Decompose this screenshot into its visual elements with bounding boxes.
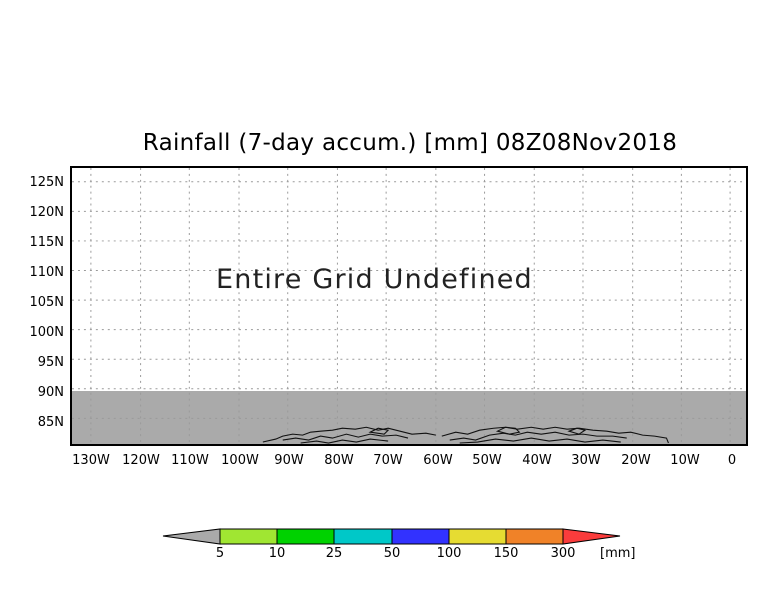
map-title: Rainfall (7-day accum.) [mm] 08Z08Nov201… (142, 130, 678, 156)
legend-label: 10 (268, 546, 286, 561)
legend-label: 50 (383, 546, 401, 561)
grid-lines (72, 168, 746, 444)
y-tick-label: 85N (37, 415, 64, 430)
y-tick-label: 105N (29, 295, 64, 310)
map-plot-area: Entire Grid Undefined (70, 166, 748, 446)
x-tick-label: 120W (122, 453, 160, 468)
x-tick-label: 30W (571, 453, 601, 468)
legend-label: 100 (436, 546, 462, 561)
x-tick-label: 60W (423, 453, 453, 468)
coastline-outline (262, 426, 669, 444)
y-tick-label: 100N (29, 325, 64, 340)
legend-swatch (448, 528, 507, 545)
x-tick-label: 0 (727, 453, 737, 468)
x-tick-label: 110W (171, 453, 209, 468)
legend-label: 300 (550, 546, 576, 561)
x-tick-label: 90W (274, 453, 304, 468)
legend-swatch (505, 528, 564, 545)
x-tick-label: 20W (621, 453, 651, 468)
x-tick-label: 40W (522, 453, 552, 468)
legend-swatch (562, 528, 621, 545)
legend-swatch (162, 528, 221, 545)
legend-swatch (333, 528, 393, 545)
y-tick-label: 110N (29, 265, 64, 280)
legend-swatch (276, 528, 335, 545)
y-tick-label: 90N (37, 385, 64, 400)
legend-label: 5 (215, 546, 225, 561)
x-tick-label: 50W (472, 453, 502, 468)
legend-swatch (391, 528, 450, 545)
undefined-grid-message: Entire Grid Undefined (216, 264, 533, 295)
x-tick-label: 80W (324, 453, 354, 468)
y-tick-label: 120N (29, 205, 64, 220)
y-tick-label: 125N (29, 175, 64, 190)
legend-label: 25 (325, 546, 343, 561)
x-tick-label: 70W (373, 453, 403, 468)
legend-unit: [mm] (600, 546, 636, 561)
y-tick-label: 115N (29, 235, 64, 250)
legend-swatch (219, 528, 278, 545)
y-tick-label: 95N (37, 355, 64, 370)
x-tick-label: 130W (72, 453, 110, 468)
legend-label: 150 (493, 546, 519, 561)
x-tick-label: 100W (221, 453, 259, 468)
x-tick-label: 10W (670, 453, 700, 468)
undefined-region (72, 391, 746, 444)
